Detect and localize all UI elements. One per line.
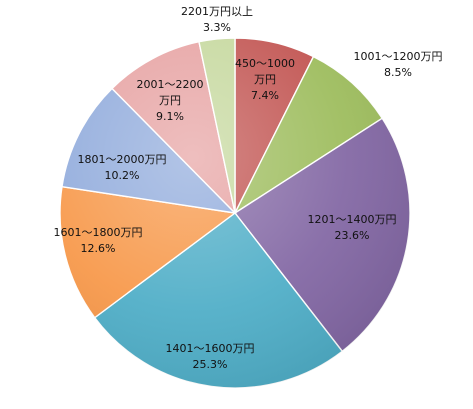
slice-label-3: 1201～1400万円 23.6% xyxy=(308,213,397,242)
slice-category-label: 1601～1800万円 xyxy=(54,226,143,239)
slice-category-label: 1801～2000万円 xyxy=(78,153,167,166)
pie-highlight xyxy=(60,38,410,388)
slice-label-8: 2201万円以上 3.3% xyxy=(181,5,253,34)
slice-label-2: 1001～1200万円 8.5% xyxy=(354,50,443,79)
slice-value-label: 12.6% xyxy=(81,242,116,255)
slice-value-label: 9.1% xyxy=(156,110,184,123)
slice-category-label: 1201～1400万円 xyxy=(308,213,397,226)
slice-value-label: 3.3% xyxy=(203,21,231,34)
slice-category-label: 1001～1200万円 xyxy=(354,50,443,63)
slice-category-label: 万円 xyxy=(159,94,181,107)
slice-category-label: 2001～2200 xyxy=(137,78,204,91)
slice-value-label: 23.6% xyxy=(335,229,370,242)
slice-label-6: 1801～2000万円 10.2% xyxy=(78,153,167,182)
slice-value-label: 10.2% xyxy=(105,169,140,182)
slice-label-4: 1401～1600万円 25.3% xyxy=(166,342,255,371)
slice-value-label: 8.5% xyxy=(384,66,412,79)
slice-category-label: 450～1000 xyxy=(235,57,295,70)
pie-labels: 450～1000 万円 7.4% 1001～1200万円 8.5% 1201～1400万円… xyxy=(54,5,443,371)
slice-value-label: 25.3% xyxy=(193,358,228,371)
slice-value-label: 7.4% xyxy=(251,89,279,102)
slice-category-label: 万円 xyxy=(254,73,276,86)
slice-category-label: 1401～1600万円 xyxy=(166,342,255,355)
slice-label-7: 2001～2200 万円 9.1% xyxy=(137,78,204,123)
slice-category-label: 2201万円以上 xyxy=(181,5,253,18)
slice-label-1: 450～1000 万円 7.4% xyxy=(235,57,295,102)
pie-gloss xyxy=(60,38,410,388)
slice-label-5: 1601～1800万円 12.6% xyxy=(54,226,143,255)
